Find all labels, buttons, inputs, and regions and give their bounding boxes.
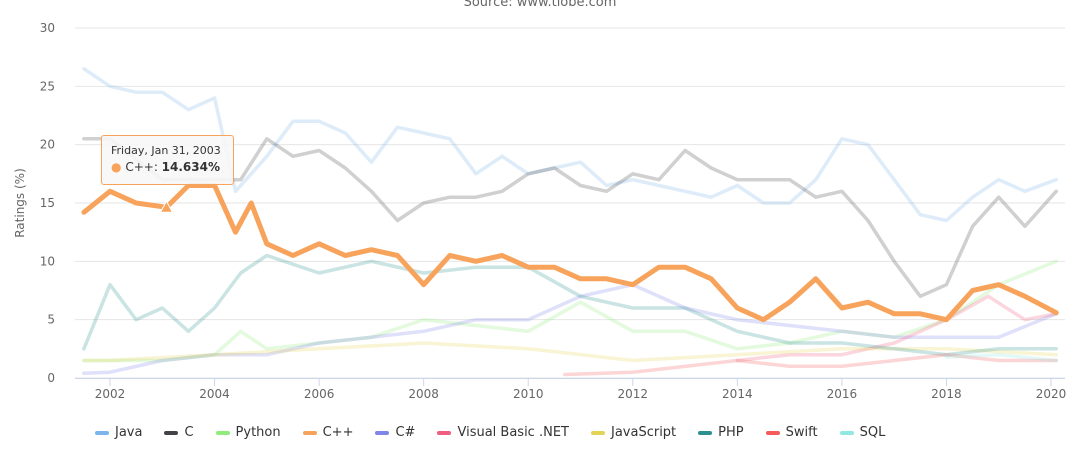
- legend-swatch-icon: [698, 430, 713, 435]
- y-tick-label: 20: [40, 138, 55, 152]
- legend-item[interactable]: C: [164, 425, 194, 440]
- series-line-php: [82, 253, 1058, 357]
- series-line-c#: [82, 282, 1058, 376]
- chart-subtitle: Source: www.tiobe.com: [463, 0, 617, 10]
- y-axis-label: Ratings (%): [13, 168, 27, 238]
- legend-item[interactable]: Python: [215, 425, 281, 440]
- tooltip-value: 14.634%: [161, 160, 221, 174]
- legend-swatch-icon: [437, 430, 452, 435]
- x-tick-label: 2006: [304, 387, 335, 401]
- y-tick-label: 5: [47, 313, 55, 327]
- legend-swatch-icon: [215, 430, 230, 435]
- x-tick-label: 2002: [95, 387, 126, 401]
- legend-swatch-icon: [164, 430, 179, 435]
- series-line-swift: [563, 352, 1058, 377]
- legend-label: Swift: [785, 425, 818, 440]
- legend-label: C++: [322, 425, 354, 440]
- series-line-c++: [81, 183, 1059, 323]
- legend-label: Visual Basic .NET: [457, 425, 569, 440]
- x-tick-label: 2014: [722, 387, 753, 401]
- legend-item[interactable]: Swift: [765, 425, 818, 440]
- legend-label: PHP: [718, 425, 744, 440]
- y-tick-label: 30: [40, 21, 55, 35]
- x-tick-label: 2020: [1036, 387, 1067, 401]
- legend-item[interactable]: C#: [375, 425, 415, 440]
- legend-label: Python: [235, 425, 281, 440]
- series-line-javascript: [82, 341, 1058, 363]
- legend-item[interactable]: JavaScript: [590, 425, 677, 440]
- legend-label: C#: [395, 425, 416, 440]
- legend-item[interactable]: C++: [302, 425, 354, 440]
- legend-item[interactable]: PHP: [698, 425, 744, 440]
- series-line-visual-basic-net: [735, 294, 1058, 363]
- legend-swatch-icon: [375, 430, 390, 435]
- series-line-python: [82, 259, 1058, 363]
- x-tick-label: 2008: [408, 387, 439, 401]
- tooltip-date: Friday, Jan 31, 2003: [111, 144, 221, 157]
- x-tick-label: 2010: [513, 387, 544, 401]
- y-tick-label: 25: [40, 79, 55, 93]
- y-tick-label: 0: [47, 371, 55, 385]
- series-line-c: [82, 137, 1058, 299]
- y-tick-label: 15: [40, 196, 55, 210]
- tooltip: Friday, Jan 31, 2003 ● C++: 14.634%: [101, 135, 234, 185]
- legend-label: SQL: [859, 425, 886, 440]
- legend-label: JavaScript: [610, 425, 677, 440]
- legend-label: C: [184, 425, 194, 440]
- series-line-java: [82, 67, 1058, 223]
- x-tick-label: 2018: [931, 387, 962, 401]
- tooltip-series-dot-icon: ●: [111, 160, 122, 174]
- legend-item[interactable]: Visual Basic .NET: [437, 425, 569, 440]
- legend-item[interactable]: SQL: [839, 425, 886, 440]
- legend-swatch-icon: [302, 430, 317, 435]
- x-tick-label: 2016: [827, 387, 858, 401]
- legend: Java C Python C++ C# Visual Basic .NET JavaScr…: [95, 425, 907, 440]
- hover-marker: [159, 200, 174, 213]
- legend-label: Java: [115, 425, 143, 440]
- series-line-sql: [944, 352, 1058, 363]
- legend-swatch-icon: [765, 430, 780, 435]
- x-tick-label: 2012: [618, 387, 649, 401]
- y-tick-label: 10: [40, 254, 55, 268]
- legend-swatch-icon: [839, 430, 854, 435]
- tooltip-series: C++: [125, 160, 154, 174]
- legend-item[interactable]: Java: [95, 425, 142, 440]
- legend-swatch-icon: [95, 430, 109, 435]
- x-tick-label: 2004: [199, 387, 230, 401]
- legend-swatch-icon: [590, 430, 605, 435]
